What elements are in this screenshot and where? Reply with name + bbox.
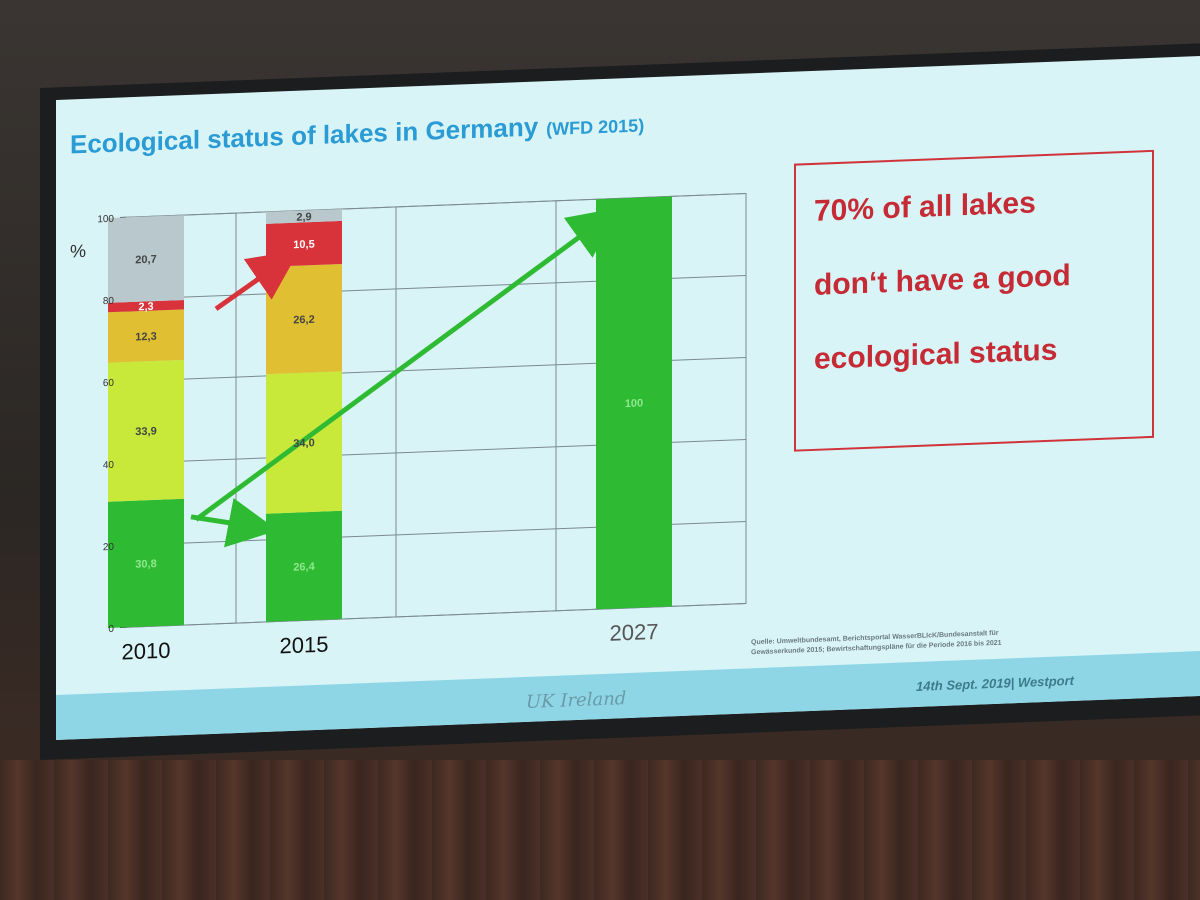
y-axis-unit-label: % [70, 241, 86, 262]
bar-data-label: 33,9 [135, 425, 156, 438]
callout-line-3: ecological status [814, 333, 1058, 376]
bar-segment [108, 359, 184, 502]
slide: Ecological status of lakes in Germany (WF… [56, 56, 1200, 741]
trend-arrows [190, 207, 620, 548]
bar-data-label: 34,0 [293, 437, 314, 450]
bar-data-label: 2,3 [138, 301, 153, 314]
red-trend-arrow [214, 250, 300, 311]
x-category-label: 2027 [610, 619, 659, 646]
bar-data-label: 26,4 [293, 561, 315, 574]
footer-left-text: UK Ireland [526, 688, 627, 713]
green-trend-arrow-to-2027 [194, 207, 620, 522]
bar-segment [108, 215, 184, 303]
y-tick-label: 0 [108, 624, 114, 635]
bar-segment [266, 510, 342, 622]
bar-data-label: 2,9 [296, 211, 311, 224]
source-note: Quelle: Umweltbundesamt, Berichtsportal … [751, 623, 1151, 658]
x-category-label: 2010 [122, 638, 171, 665]
stacked-bar-chart: 0 20 40 60 80 100% 30,8 33,9 12,3 2,3 20,7 2010 26,4… [70, 192, 747, 665]
bar-data-label: 20,7 [135, 254, 156, 267]
bar-data-label: 12,3 [135, 331, 156, 344]
y-tick-label: 80 [103, 296, 115, 307]
bar-segment [108, 299, 184, 313]
callout-line-2: don‘t have a good [814, 259, 1071, 302]
callout-line-1: 70% of all lakes [814, 186, 1036, 228]
bar-segment [596, 196, 672, 610]
y-tick-label: 20 [103, 542, 115, 553]
bar-data-label: 26,2 [293, 314, 314, 327]
chart-bars [108, 196, 672, 629]
curtain [0, 760, 1200, 900]
bar-segment [108, 498, 184, 629]
y-tick-label: 60 [103, 378, 115, 389]
green-trend-arrow-to-2015 [190, 497, 278, 548]
bar-data-label: 10,5 [293, 238, 314, 251]
bar-segment [108, 309, 184, 363]
callout-box: 70% of all lakes don‘t have a good ecolo… [794, 149, 1154, 452]
x-category-label: 2015 [280, 632, 329, 659]
bar-segment [266, 209, 342, 224]
chart-labels: 0 20 40 60 80 100% 30,8 33,9 12,3 2,3 20,7 2010 26,4… [70, 211, 659, 665]
bar-data-label: 100 [625, 397, 643, 410]
bar-data-label: 30,8 [135, 558, 156, 571]
y-tick-label: 100 [97, 214, 114, 226]
y-tick-label: 40 [103, 460, 115, 471]
